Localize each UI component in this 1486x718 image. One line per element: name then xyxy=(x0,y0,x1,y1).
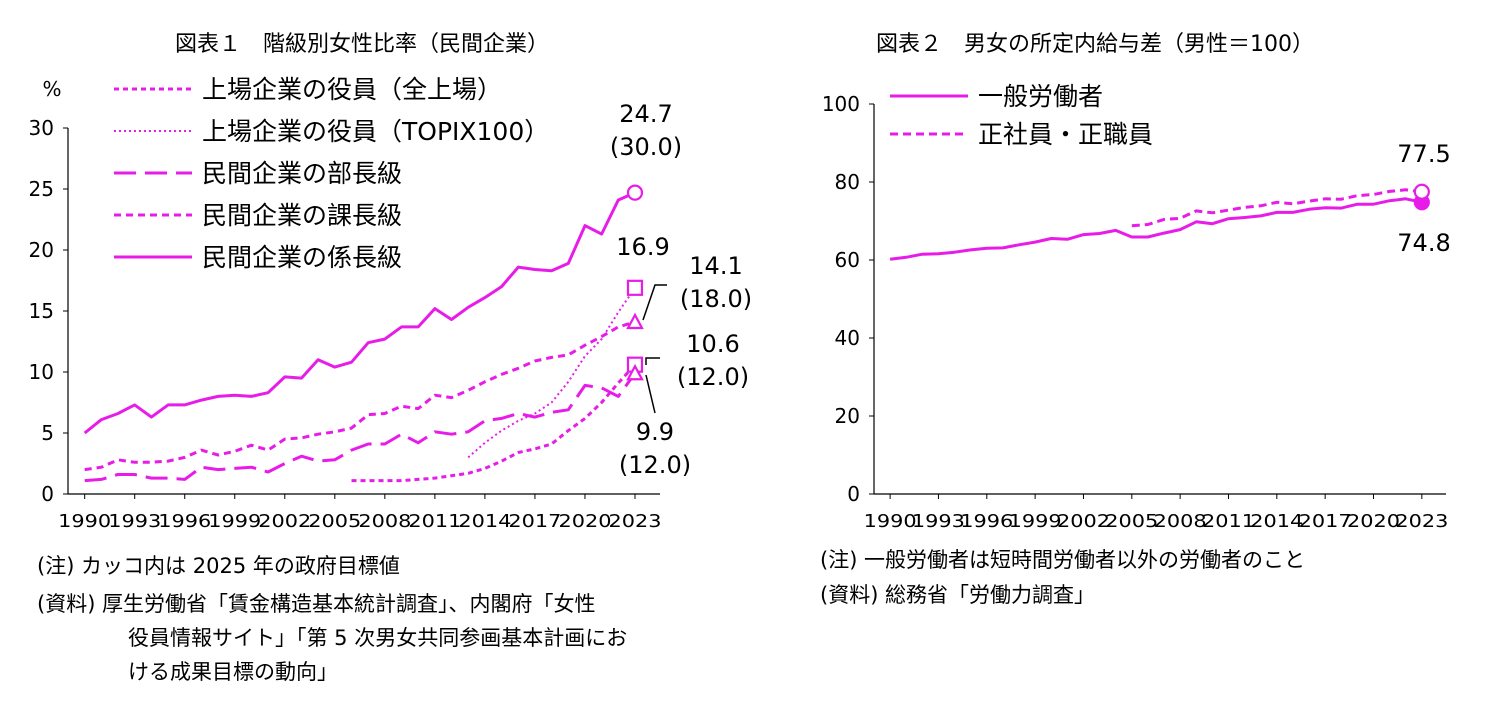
chart1-legend-label-1: 上場企業の役員（TOPIX100） xyxy=(202,117,549,146)
chart1-note-1: (注) カッコ内は 2025 年の政府目標値 xyxy=(37,554,400,578)
chart1-x-tick-label: 2002 xyxy=(258,511,311,532)
chart1-annotation-a169: 16.9 xyxy=(616,233,669,261)
chart2-x-tick-label: 2002 xyxy=(1057,511,1110,532)
chart2-annotation-b748: 74.8 xyxy=(1397,229,1450,257)
chart1-y-tick-label: 25 xyxy=(29,177,54,201)
chart1-annotation-leader xyxy=(645,357,660,365)
chart1-series-line-3 xyxy=(84,320,636,472)
chart2-series-line-0 xyxy=(889,197,1423,261)
chart2-y-tick-label: 40 xyxy=(835,326,860,350)
chart1-annotation-leader xyxy=(642,284,667,321)
chart1-y-tick-label: 0 xyxy=(41,482,54,506)
chart2-x-tick-label: 2017 xyxy=(1299,511,1352,532)
chart1-y-tick-label: 30 xyxy=(29,116,54,140)
chart1-x-tick-label: 2017 xyxy=(508,511,561,532)
chart2-y-tick-label: 20 xyxy=(835,404,860,428)
chart1-legend-label-3: 民間企業の課長級 xyxy=(202,201,402,230)
chart2-y-tick-label: 100 xyxy=(822,92,860,116)
chart1-annotation-a141: (18.0) xyxy=(680,285,752,313)
chart-canvas: 図表１ 階級別女性比率（民間企業）%0510152025301990199319… xyxy=(29,32,1451,532)
chart1-end-marker-3 xyxy=(626,312,644,330)
chart1-legend-label-2: 民間企業の部長級 xyxy=(202,159,402,188)
chart2-title: 図表２ 男女の所定内給与差（男性＝100） xyxy=(876,32,1314,57)
chart2-x-tick-label: 1990 xyxy=(864,511,917,532)
chart1-annotation-a99: (12.0) xyxy=(619,451,691,479)
chart1-x-tick-label: 1990 xyxy=(58,511,111,532)
chart1-annotation-leader xyxy=(645,374,656,414)
chart1-x-tick-label: 2014 xyxy=(458,511,511,532)
chart2-annotation-b775: 77.5 xyxy=(1397,140,1450,168)
chart1-x-tick-label: 1996 xyxy=(158,511,211,532)
chart2-y-tick-label: 80 xyxy=(835,170,860,194)
chart2-x-tick-label: 2005 xyxy=(1105,511,1158,532)
chart1-source-3: ける成果目標の動向」 xyxy=(128,660,338,684)
chart1-annotation-a99: 9.9 xyxy=(636,418,674,446)
chart1-end-marker-4 xyxy=(626,184,644,201)
chart1-x-tick-label: 1993 xyxy=(108,511,161,532)
chart2-series-line-1 xyxy=(1131,188,1422,228)
chart2-y-tick-label: 60 xyxy=(835,248,860,272)
chart2-legend-label-1: 正社員・正職員 xyxy=(978,120,1153,149)
chart1-x-tick-label: 1999 xyxy=(208,511,261,532)
chart1-y-unit: % xyxy=(42,77,61,101)
chart1-series-line-2 xyxy=(84,372,637,483)
chart2-x-tick-label: 1993 xyxy=(912,511,965,532)
chart2-x-tick-label: 2023 xyxy=(1395,511,1448,532)
chart1-title: 図表１ 階級別女性比率（民間企業） xyxy=(175,32,549,57)
chart1-series-line-0 xyxy=(351,363,637,483)
chart1-legend-label-4: 民間企業の係長級 xyxy=(202,243,402,272)
chart1-legend-label-0: 上場企業の役員（全上場） xyxy=(202,75,502,104)
chart1-x-tick-label: 2005 xyxy=(308,511,361,532)
chart2-x-tick-label: 2014 xyxy=(1250,511,1303,532)
chart1-y-tick-label: 5 xyxy=(41,421,54,445)
chart1-annotation-a106: 10.6 xyxy=(686,330,739,358)
chart2-x-tick-label: 2020 xyxy=(1347,511,1400,532)
chart2-end-marker-1 xyxy=(1413,183,1430,200)
chart2-x-tick-label: 1999 xyxy=(1009,511,1062,532)
chart1-annotation-a141: 14.1 xyxy=(689,252,742,280)
chart1-x-tick-label: 2023 xyxy=(608,511,661,532)
chart1-x-tick-label: 2020 xyxy=(558,511,611,532)
chart1-source-2: 役員情報サイト」「第 5 次男女共同参画基本計画にお xyxy=(128,626,628,650)
chart1-x-tick-label: 2008 xyxy=(358,511,411,532)
chart1-end-marker-2 xyxy=(626,363,644,381)
chart1-y-tick-label: 10 xyxy=(29,360,54,384)
chart1-y-tick-label: 20 xyxy=(29,238,54,262)
chart1-annotation-a106: (12.0) xyxy=(677,363,749,391)
chart2-x-tick-label: 2008 xyxy=(1154,511,1207,532)
chart2-y-tick-label: 0 xyxy=(847,482,860,506)
chart1-y-tick-label: 15 xyxy=(29,299,54,323)
chart1-end-marker-1 xyxy=(626,279,644,296)
chart2-legend-label-0: 一般労働者 xyxy=(978,82,1103,111)
chart1-source-1: (資料) 厚生労働省「賃金構造基本統計調査」、内閣府「女性 xyxy=(37,592,596,616)
chart1-series-line-1 xyxy=(467,287,636,459)
chart1-annotation-a247: (30.0) xyxy=(610,133,682,161)
chart1-series-line-4 xyxy=(83,191,636,435)
chart2-note-1: (注) 一般労働者は短時間労働者以外の労働者のこと xyxy=(820,548,1306,572)
chart2-x-tick-label: 2011 xyxy=(1202,511,1255,532)
chart1-annotation-a247: 24.7 xyxy=(619,100,672,128)
chart2-source-1: (資料) 総務省「労働力調査」 xyxy=(820,583,1096,607)
chart1-x-tick-label: 2011 xyxy=(408,511,461,532)
chart2-x-tick-label: 1996 xyxy=(960,511,1013,532)
